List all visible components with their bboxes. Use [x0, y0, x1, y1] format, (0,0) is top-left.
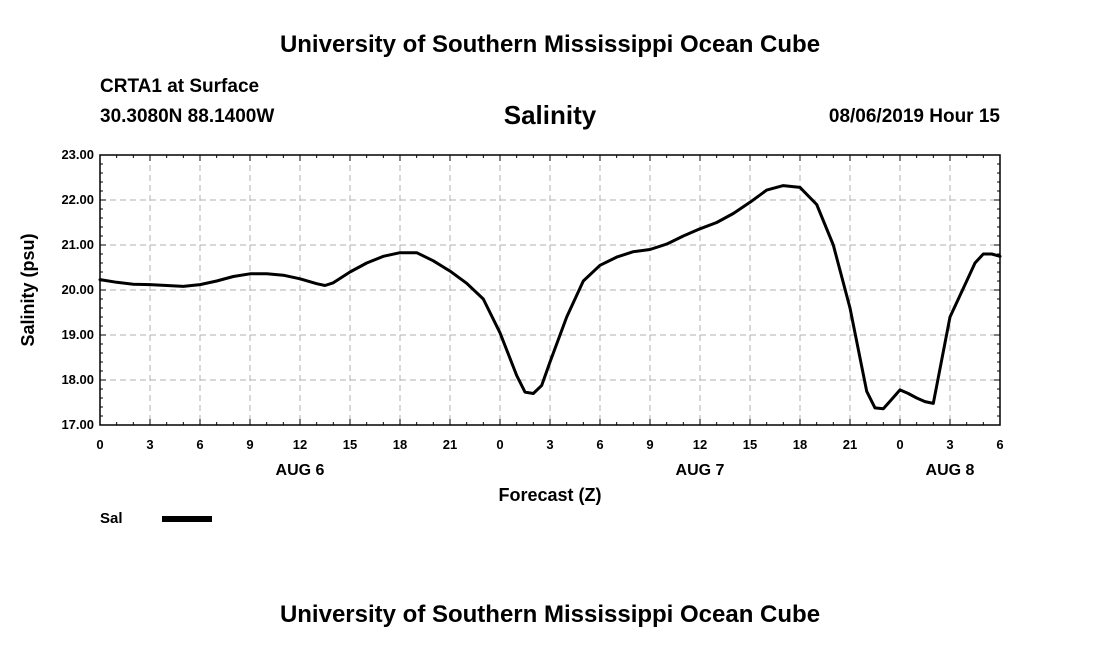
chart-title: Salinity — [503, 100, 597, 130]
day-label: AUG 8 — [926, 462, 975, 479]
x-tick-label: 6 — [596, 437, 603, 452]
series-line-sal — [98, 184, 1002, 411]
day-label: AUG 7 — [676, 462, 725, 479]
x-tick-label: 18 — [793, 437, 807, 452]
datetime-label: 08/06/2019 Hour 15 — [828, 106, 1000, 127]
top-title: University of Southern Mississippi Ocean… — [279, 31, 821, 58]
series — [98, 184, 1002, 411]
x-tick-label: 0 — [896, 437, 903, 452]
x-tick-label: 3 — [946, 437, 953, 452]
x-tick-label: 21 — [843, 437, 857, 452]
y-tick-label: 22.00 — [61, 192, 94, 207]
y-tick-label: 23.00 — [61, 147, 94, 162]
x-tick-label: 15 — [343, 437, 357, 452]
x-tick-label: 21 — [443, 437, 457, 452]
bottom-title: University of Southern Mississippi Ocean… — [279, 601, 821, 628]
x-tick-label: 9 — [646, 437, 653, 452]
x-tick-label: 9 — [246, 437, 253, 452]
y-tick-label: 17.00 — [61, 417, 94, 432]
station-label: CRTA1 at Surface — [100, 76, 260, 97]
x-tick-label: 12 — [293, 437, 307, 452]
coordinates-label: 30.3080N 88.1400W — [100, 106, 275, 127]
x-tick-label: 6 — [996, 437, 1003, 452]
y-tick-label: 21.00 — [61, 237, 94, 252]
x-tick-label: 0 — [496, 437, 503, 452]
y-tick-label: 19.00 — [61, 327, 94, 342]
x-tick-label: 15 — [743, 437, 757, 452]
labels: 17.00 18.00 19.00 20.00 21.00 22.00 23.00 0 3 6 9 1… — [18, 147, 1004, 505]
y-axis-title: Salinity (psu) — [18, 233, 38, 346]
ticks — [99, 154, 1001, 426]
x-axis-title: Forecast (Z) — [498, 485, 601, 505]
x-tick-label: 12 — [693, 437, 707, 452]
day-label: AUG 6 — [276, 462, 325, 479]
x-tick-label: 3 — [546, 437, 553, 452]
x-tick-label: 3 — [146, 437, 153, 452]
x-tick-label: 0 — [96, 437, 103, 452]
legend-label-sal: Sal — [100, 510, 123, 527]
x-tick-label: 18 — [393, 437, 407, 452]
grid — [100, 155, 1000, 425]
x-tick-label: 6 — [196, 437, 203, 452]
y-tick-label: 18.00 — [61, 372, 94, 387]
legend-swatch-sal — [162, 516, 212, 522]
y-tick-label: 20.00 — [61, 282, 94, 297]
